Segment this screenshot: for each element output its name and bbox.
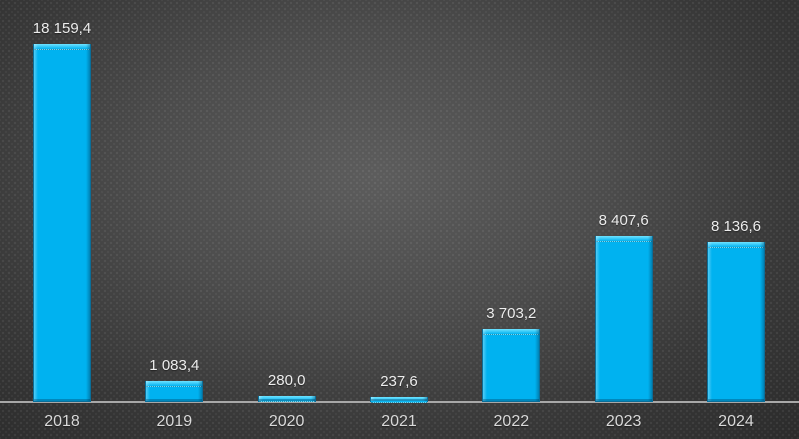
bar-bevel-top <box>146 381 203 387</box>
bar-bevel-right <box>759 242 764 401</box>
bar-2018[interactable] <box>33 44 91 402</box>
bar-2022[interactable] <box>482 329 541 402</box>
bar-bevel-left <box>595 236 600 401</box>
bar-bevel-left <box>483 329 488 401</box>
bar-bevel-bottom <box>34 399 90 401</box>
x-axis-label-2024: 2024 <box>718 413 754 430</box>
value-label-2019: 1 083,4 <box>149 357 200 374</box>
bar-bevel-right <box>198 381 203 401</box>
bar-bevel-top <box>34 44 90 50</box>
bar-2024[interactable] <box>706 242 765 402</box>
bar-bevel-left <box>258 396 263 401</box>
bar-bevel-left <box>146 381 151 401</box>
value-label-2018: 18 159,4 <box>32 20 92 37</box>
bar-bevel-top <box>258 396 315 402</box>
value-label-2024: 8 136,6 <box>710 218 761 235</box>
bar-bevel-right <box>535 329 540 401</box>
bar-bevel-top <box>707 242 764 248</box>
x-axis-label-2023: 2023 <box>605 413 642 430</box>
bar-bevel-left <box>370 397 375 401</box>
bar-bevel-bottom <box>707 399 764 401</box>
x-axis-label-2021: 2021 <box>381 413 417 430</box>
bar-bevel-left <box>707 242 712 401</box>
bar-bevel-bottom <box>595 399 652 401</box>
x-axis-label-2020: 2020 <box>268 413 305 430</box>
bar-bevel-left <box>34 44 38 401</box>
value-label-2021: 237,6 <box>380 373 418 390</box>
bar-bevel-top <box>483 329 540 335</box>
bar-bevel-right <box>86 44 90 401</box>
x-axis-label-2019: 2019 <box>156 413 193 430</box>
bar-bevel-right <box>647 236 652 401</box>
bar-bevel-right <box>422 397 427 401</box>
bar-bevel-right <box>310 396 315 401</box>
bar-bevel-bottom <box>483 399 540 401</box>
bar-bevel-top <box>370 397 427 403</box>
value-label-2022: 3 703,2 <box>486 305 537 322</box>
bar-bevel-bottom <box>258 399 315 401</box>
bar-bevel-bottom <box>146 399 203 401</box>
bar-2020[interactable] <box>257 396 316 402</box>
value-label-2020: 280,0 <box>267 372 306 389</box>
bar-2021[interactable] <box>369 397 428 403</box>
bar-2023[interactable] <box>594 236 653 402</box>
value-label-2023: 8 407,6 <box>598 212 649 229</box>
bar-2019[interactable] <box>145 381 204 402</box>
bar-bevel-top <box>595 236 652 242</box>
x-axis-label-2018: 2018 <box>44 413 80 430</box>
bar-bevel-bottom <box>370 399 427 401</box>
x-axis-label-2022: 2022 <box>493 413 530 430</box>
